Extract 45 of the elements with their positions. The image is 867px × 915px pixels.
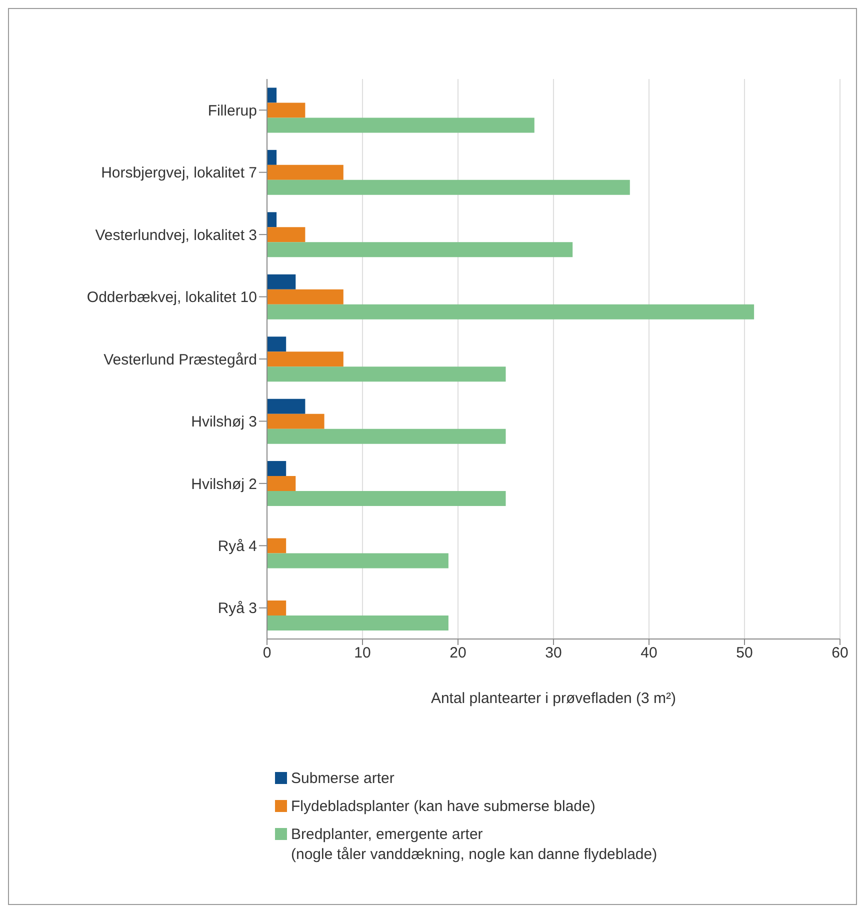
y-tick-label: Ryå 3 <box>218 600 257 618</box>
x-tick-label: 10 <box>354 644 371 662</box>
x-tick-label: 30 <box>545 644 562 662</box>
x-axis-title: Antal plantearter i prøvefladen (3 m²) <box>430 690 676 707</box>
bar <box>267 461 286 476</box>
bar <box>267 398 306 414</box>
bar <box>267 414 324 429</box>
bar <box>267 476 296 492</box>
bar <box>267 102 306 118</box>
bar <box>267 242 573 258</box>
bar <box>267 180 630 195</box>
y-tick-label: Odderbækvej, lokalitet 10 <box>86 289 257 306</box>
bar <box>267 304 754 320</box>
bar <box>267 428 506 444</box>
x-tick-label: 20 <box>450 644 466 662</box>
legend-label: Submerse arter <box>291 769 394 789</box>
bar <box>267 352 344 367</box>
bar <box>267 615 448 630</box>
bar <box>267 538 286 554</box>
bar <box>267 274 296 290</box>
bar <box>267 88 277 103</box>
bar <box>267 289 344 304</box>
bar <box>267 227 306 242</box>
bar <box>267 118 534 133</box>
bar <box>267 164 344 180</box>
bar <box>267 212 277 228</box>
bar <box>267 150 277 165</box>
y-tick-label: Horsbjergvej, lokalitet 7 <box>101 164 257 182</box>
legend-label: Flydebladsplanter (kan have submerse blade) <box>291 797 596 817</box>
bar <box>267 491 506 506</box>
bar <box>267 336 286 352</box>
y-tick-label: Hvilshøj 2 <box>191 476 257 493</box>
x-tick-label: 60 <box>832 644 848 662</box>
y-tick-label: Ryå 4 <box>218 538 257 555</box>
legend-label: Bredplanter, emergente arter (nogle tåler vanddækning, nogle kan danne flydeblade) <box>291 825 658 865</box>
x-tick-label: 0 <box>262 644 272 662</box>
bar <box>267 553 448 568</box>
x-tick-label: 50 <box>736 644 753 662</box>
y-tick-label: Hvilshøj 3 <box>191 414 257 431</box>
y-tick-label: Fillerup <box>208 102 257 120</box>
y-tick-label: Vesterlundvej, lokalitet 3 <box>95 226 257 244</box>
bar <box>267 366 506 382</box>
x-tick-label: 40 <box>640 644 658 662</box>
y-tick-label: Vesterlund Præstegård <box>104 351 257 368</box>
bar <box>267 600 286 616</box>
